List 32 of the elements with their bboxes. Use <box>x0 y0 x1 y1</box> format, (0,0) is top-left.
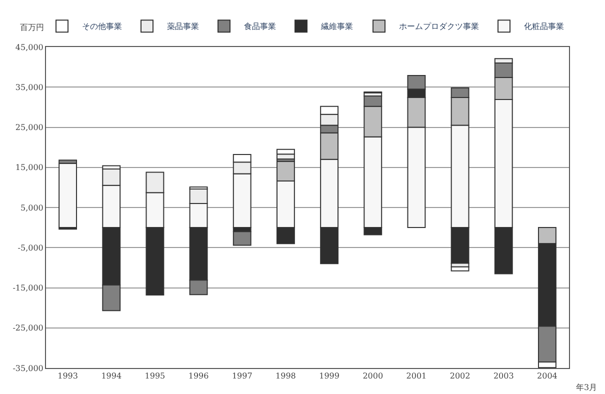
y-tick-label: -25,000 <box>12 324 44 333</box>
y-tick-label: 45,000 <box>15 42 44 52</box>
legend-label: 繊維事業 <box>320 22 353 32</box>
x-tick-label: 1997 <box>232 372 252 381</box>
x-tick-label: 2000 <box>362 372 384 381</box>
y-tick-label: 35,000 <box>15 82 44 92</box>
y-tick-label: -35,000 <box>12 364 44 373</box>
y-tick-label: 25,000 <box>15 123 44 132</box>
x-tick-label: 2004 <box>537 372 558 381</box>
legend-label: ホームプロダクツ事業 <box>399 22 479 32</box>
x-tick-label: 1995 <box>144 372 166 381</box>
bar <box>232 231 252 246</box>
legend-label: 化粧品事業 <box>524 22 564 32</box>
y-tick-label: 5,000 <box>20 203 44 212</box>
x-tick-label: 1993 <box>58 372 78 381</box>
legend-label: 薬品事業 <box>167 22 199 32</box>
text: 年3月 <box>576 383 598 392</box>
y-tick-label: -15,000 <box>12 284 44 293</box>
x-tick-label: 2001 <box>406 372 427 381</box>
text: 百万円 <box>20 23 44 32</box>
x-tick-label: 1994 <box>101 372 122 381</box>
x-tick-label: 1999 <box>319 372 340 381</box>
y-tick-label: 15,000 <box>15 163 44 172</box>
bar <box>450 266 470 272</box>
x-tick-label: 1998 <box>276 372 296 381</box>
x-tick-label: 2003 <box>493 372 514 381</box>
legend-label: 食品事業 <box>244 22 276 32</box>
legend-label: その他事業 <box>82 22 122 32</box>
x-tick-label: 1996 <box>188 372 209 381</box>
bar <box>58 162 78 228</box>
x-tick-label: 2002 <box>450 372 470 381</box>
y-tick-label: -5,000 <box>18 243 44 252</box>
